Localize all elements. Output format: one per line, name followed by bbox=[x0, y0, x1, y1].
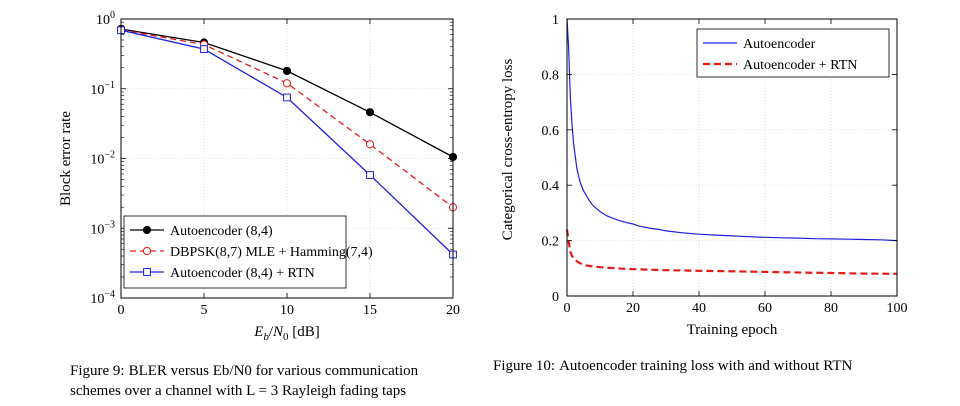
bler-legend-label-0: Autoencoder (8,4) bbox=[170, 224, 273, 239]
bler-legend-marker-1 bbox=[142, 246, 152, 256]
bler-legend-marker-2 bbox=[143, 268, 151, 276]
bler-series-line-0 bbox=[120, 28, 454, 158]
bler-chart: 0 5 10 15 20 100 10−1 10−2 10−3 10−4 Eb/N0 [dB] Blo… bbox=[58, 10, 460, 343]
loss-x-tick-label-5: 100 bbox=[887, 301, 908, 316]
bler-x-tick-label-3: 15 bbox=[363, 303, 377, 318]
bler-point-s0-3 bbox=[365, 108, 375, 117]
loss-legend-label-1: Autoencoder + RTN bbox=[743, 58, 857, 73]
figure-10-caption-label: Figure 10: bbox=[493, 358, 556, 374]
bler-x-tick-label-4: 20 bbox=[446, 303, 460, 318]
loss-x-tick-label-3: 60 bbox=[758, 301, 772, 316]
training-loss-chart: 0 20 40 60 80 100 0 0.2 0.4 0.6 0.8 1 Training epoch… bbox=[500, 13, 908, 338]
bler-x-tick-label-1: 5 bbox=[201, 303, 208, 318]
loss-legend: Autoencoder Autoencoder + RTN bbox=[696, 28, 890, 78]
bler-legend: Autoencoder (8,4) DBPSK(8,7) MLE + Hammin… bbox=[123, 215, 373, 289]
loss-y-tick-label-3: 0.6 bbox=[542, 124, 560, 139]
bler-x-tick-label-0: 0 bbox=[118, 303, 125, 318]
loss-x-tick-label-2: 40 bbox=[692, 301, 706, 316]
figure-9-caption: Figure 9: BLER versus Eb/N0 for various c… bbox=[70, 361, 450, 401]
loss-y-tick-label-5: 1 bbox=[552, 13, 559, 28]
bler-point-s2-1 bbox=[200, 45, 208, 54]
loss-y-tick-label-4: 0.8 bbox=[542, 68, 560, 83]
loss-x-tick-label-4: 80 bbox=[824, 301, 838, 316]
bler-legend-marker-0 bbox=[142, 225, 152, 235]
bler-legend-label-2: Autoencoder (8,4) + RTN bbox=[170, 266, 315, 281]
bler-y-tick-label-2: 10−2 bbox=[90, 150, 115, 168]
loss-x-tick-label-1: 20 bbox=[626, 301, 640, 316]
loss-plot-frame bbox=[566, 18, 898, 297]
bler-legend-label-1: DBPSK(8,7) MLE + Hamming(7,4) bbox=[170, 245, 373, 260]
figure-9-caption-label: Figure 9: bbox=[70, 363, 125, 379]
bler-point-s0-2 bbox=[282, 66, 292, 76]
loss-legend-label-0: Autoencoder bbox=[743, 37, 816, 52]
bler-y-tick-label-3: 10−3 bbox=[90, 219, 115, 237]
loss-x-axis-label: Training epoch bbox=[687, 322, 778, 338]
bler-legend-box bbox=[123, 215, 347, 289]
loss-series-line-0 bbox=[566, 18, 898, 242]
bler-point-s2-2 bbox=[283, 93, 291, 102]
bler-point-s2-3 bbox=[366, 171, 374, 179]
bler-y-axis-label: Block error rate bbox=[58, 111, 74, 206]
bler-x-tick-label-2: 10 bbox=[280, 303, 294, 318]
loss-y-tick-label-0: 0 bbox=[552, 290, 559, 305]
bler-point-s1-2 bbox=[282, 79, 292, 88]
loss-x-tick-label-0: 0 bbox=[564, 301, 571, 316]
loss-legend-box bbox=[696, 28, 890, 78]
loss-y-axis-label: Categorical cross-entropy loss bbox=[500, 59, 516, 241]
figure-9-caption-text: BLER versus Eb/N0 for various communicat… bbox=[70, 363, 419, 399]
bler-y-tick-label-1: 10−1 bbox=[90, 80, 115, 98]
figure-10-caption-text: Autoencoder training loss with and witho… bbox=[559, 358, 853, 374]
loss-y-tick-label-1: 0.2 bbox=[542, 235, 560, 250]
bler-point-s1-3 bbox=[365, 140, 375, 149]
loss-y-tick-label-2: 0.4 bbox=[542, 179, 560, 194]
bler-y-tick-label-4: 10−4 bbox=[90, 289, 115, 307]
bler-y-tick-label-0: 100 bbox=[96, 10, 115, 28]
bler-x-axis-label: Eb/N0 [dB] bbox=[253, 324, 320, 343]
loss-series-line-1 bbox=[565, 229, 898, 275]
figure-10-caption: Figure 10: Autoencoder training loss with… bbox=[493, 356, 933, 376]
